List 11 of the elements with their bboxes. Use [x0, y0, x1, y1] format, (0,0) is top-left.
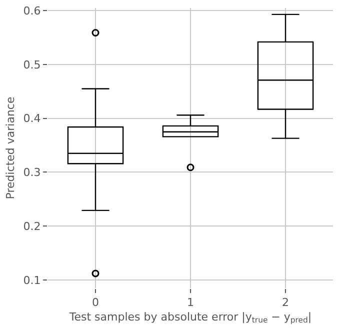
y-axis-title: Predicted variance — [4, 96, 17, 200]
y-tick-label: 0.2 — [23, 220, 41, 233]
x-tick-label: 0 — [92, 296, 99, 310]
y-tick-label: 0.1 — [23, 274, 41, 287]
y-tick-label: 0.5 — [23, 58, 41, 72]
x-axis-title: Test samples by absolute error |y$_{true}$ − y$_{pred}$| — [68, 310, 312, 325]
y-tick-label: 0.3 — [23, 166, 41, 180]
y-tick-label: 0.6 — [23, 4, 41, 18]
y-tick-label: 0.4 — [23, 112, 41, 126]
x-tick-label: 2 — [282, 296, 289, 310]
x-tick-label: 1 — [187, 296, 194, 310]
